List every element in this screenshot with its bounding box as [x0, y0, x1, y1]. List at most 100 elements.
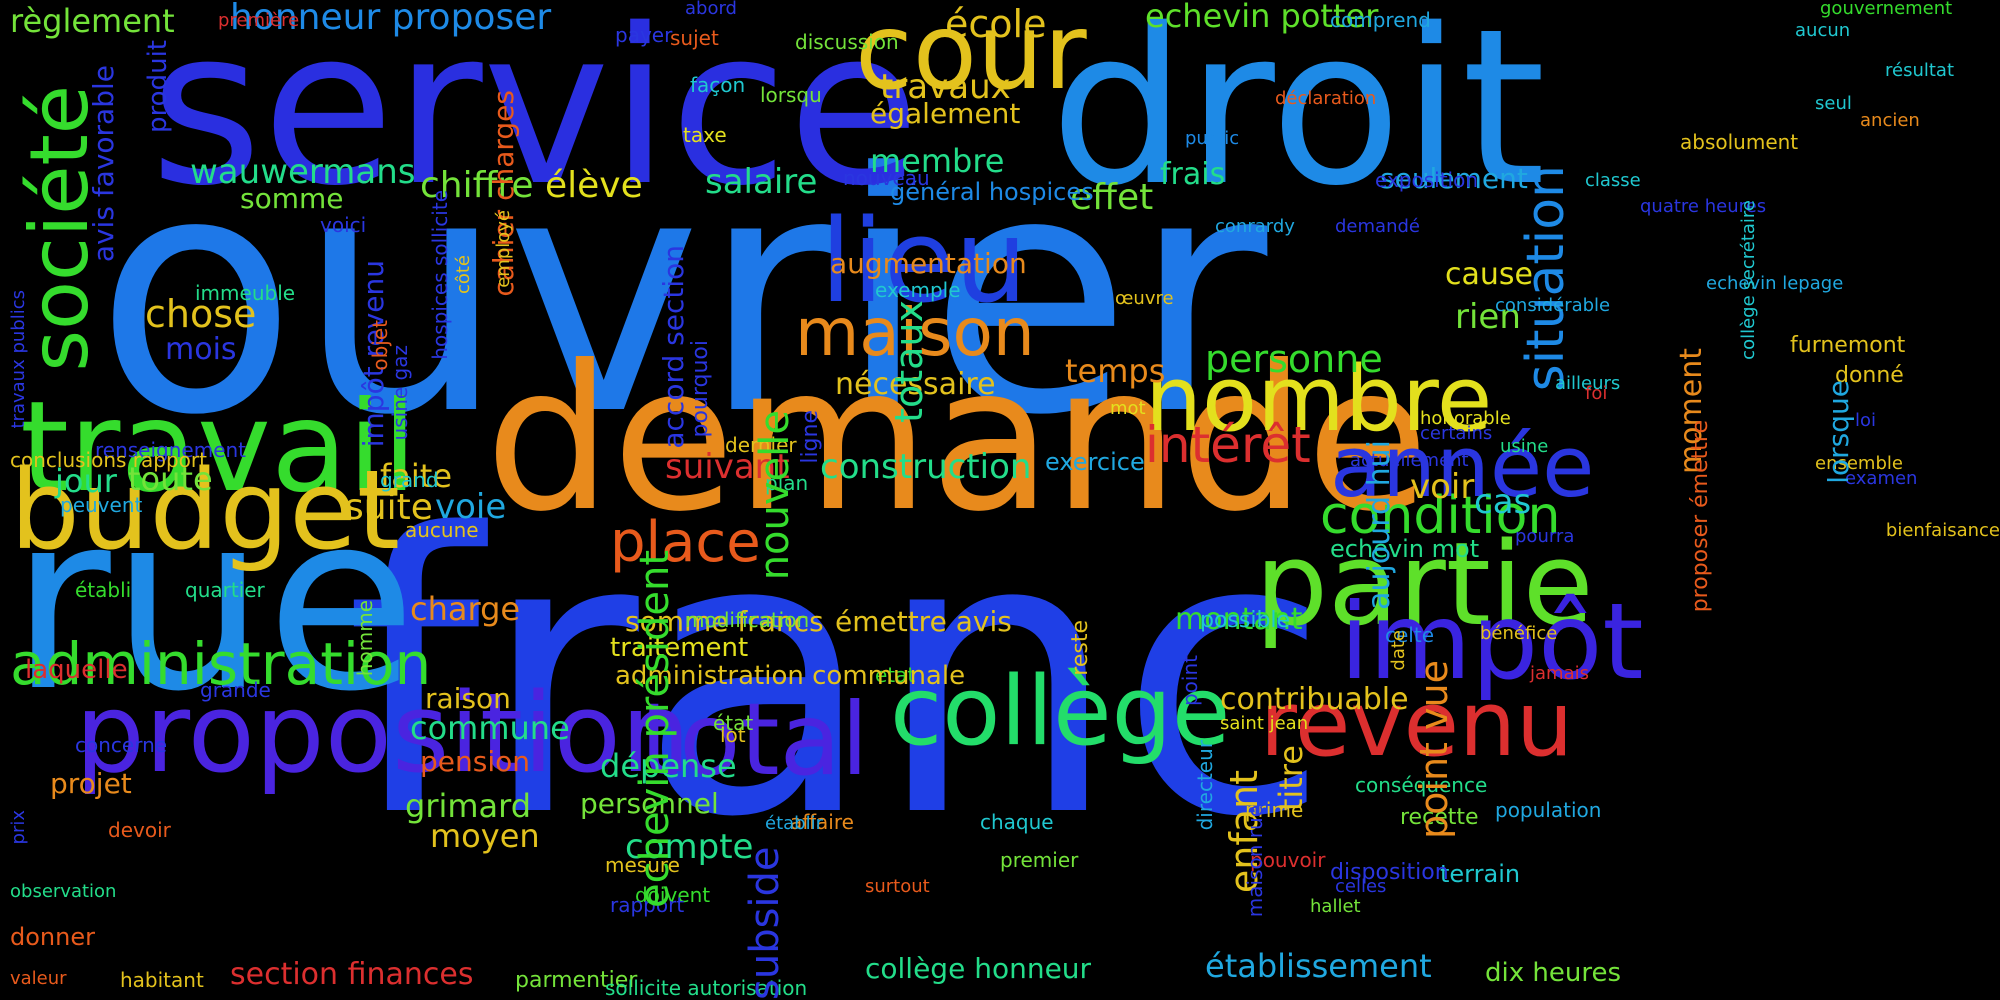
cloud-word-aucune: aucune [405, 518, 479, 542]
cloud-word-public: public [1185, 128, 1240, 149]
cloud-word-examen: examen [1845, 468, 1918, 489]
cloud-word-partie: partie [1255, 518, 1594, 652]
cloud-word-aucun: aucun [1795, 20, 1851, 41]
cloud-word-mesure: mesure [605, 853, 680, 877]
cloud-word-résultat: résultat [1885, 60, 1955, 81]
cloud-word-lorsque: lorsque [1822, 380, 1855, 484]
cloud-word-montant: montant [1175, 602, 1303, 637]
cloud-word-prime: prime [1245, 798, 1304, 822]
cloud-word-service: service [150, 0, 921, 233]
cloud-word-élève: élève [545, 165, 643, 206]
cloud-word-grande: grande [200, 678, 271, 702]
cloud-word-place: place [610, 510, 761, 575]
cloud-word-toute: toute [128, 460, 213, 498]
cloud-word-comprend: comprend [1330, 8, 1431, 32]
cloud-word-modification: modification [685, 608, 810, 632]
cloud-word-aujourd-hui: aujourd hui [1362, 440, 1397, 610]
cloud-word-pension: pension [420, 745, 530, 778]
cloud-word-seulement: seulement [1380, 162, 1528, 195]
cloud-word-usine-gaz: usine gaz [388, 345, 412, 441]
cloud-word-habitant: habitant [120, 968, 204, 992]
cloud-word-somme-francs: somme francs [625, 605, 824, 638]
cloud-word-furnemont: furnemont [1790, 333, 1906, 358]
cloud-word-laquelle: laquelle [25, 655, 128, 685]
cloud-word-conclusions-rapport: conclusions rapport [10, 448, 207, 472]
cloud-word-homme: homme [353, 600, 377, 677]
cloud-word-doivent: doivent [635, 883, 711, 907]
cloud-word-accord-section: accord section [657, 245, 690, 449]
cloud-word-frais: frais [1160, 157, 1226, 192]
cloud-word-charge: charge [410, 590, 521, 628]
cloud-word-lorsqu: lorsqu [760, 83, 822, 107]
cloud-word-exemple: exemple [875, 278, 961, 302]
cloud-word-peuvent: peuvent [60, 493, 143, 517]
cloud-word-personne: personne [1205, 337, 1383, 381]
cloud-word-lot: lot [720, 723, 746, 747]
cloud-word-produit: produit [143, 40, 173, 133]
cloud-word-certains: certains [1420, 423, 1493, 444]
cloud-word-revenu: revenu [1260, 672, 1574, 777]
cloud-word-cas: cas [1474, 482, 1532, 522]
cloud-word-directeur: directeur [1193, 740, 1217, 831]
cloud-word-maison: maison [795, 294, 1035, 371]
cloud-word-point: point [1178, 655, 1202, 707]
cloud-word-renseignement: renseignement [95, 438, 247, 462]
cloud-word-conséquence: conséquence [1355, 773, 1488, 797]
cloud-word-dix-heures: dix heures [1485, 958, 1621, 988]
cloud-word-condition: condition [1320, 486, 1561, 546]
cloud-word-maison-rue: maison rue [1243, 805, 1267, 918]
cloud-word-jamais: jamais [1530, 663, 1589, 684]
cloud-word-wauwermans: wauwermans [190, 152, 416, 192]
cloud-word-émettre-avis: émettre avis [835, 605, 1012, 638]
cloud-word-conrardy: conrardy [1215, 216, 1295, 237]
cloud-word-honorable: honorable [1420, 408, 1511, 429]
cloud-word-ensemble: ensemble [1815, 453, 1903, 474]
cloud-word-nombre: nombre [1145, 347, 1493, 452]
cloud-word-raison: raison [425, 682, 511, 715]
cloud-word-nécessaire: nécessaire [835, 367, 996, 402]
cloud-word-dépense: dépense [600, 747, 737, 785]
cloud-word-sollicite-autorisation: sollicite autorisation [605, 976, 808, 1000]
cloud-word-effet: effet [1070, 177, 1154, 218]
cloud-word-ancien: ancien [1860, 110, 1920, 131]
cloud-word-donné: donné [1835, 363, 1904, 388]
cloud-word-proposition: proposition [75, 669, 691, 797]
cloud-word-administration-communale: administration communale [615, 661, 966, 691]
cloud-word-valeur: valeur [10, 968, 67, 989]
cloud-word-absolument: absolument [1680, 130, 1799, 154]
cloud-word-traitement: traitement [610, 633, 749, 663]
cloud-word-objet: objet [368, 320, 392, 371]
cloud-word-cause: cause [1445, 257, 1533, 292]
cloud-word-collège-secrétaire: collège secrétaire [1738, 200, 1759, 360]
cloud-word-premier: premier [1000, 848, 1079, 872]
cloud-word-rien: rien [1455, 297, 1521, 337]
cloud-word-temps: temps [1065, 352, 1166, 390]
cloud-word-rapport: rapport [610, 893, 685, 917]
cloud-word-travail: travail [20, 375, 418, 520]
cloud-word-voir: voir [1410, 467, 1475, 507]
cloud-word-mois: mois [165, 332, 237, 367]
cloud-word-employé: employé [493, 210, 514, 288]
cloud-word-collège-honneur: collège honneur [865, 952, 1092, 985]
cloud-word-donner: donner [10, 923, 95, 951]
cloud-word-loi: loi [1855, 410, 1877, 431]
cloud-word-compte: compte [625, 827, 754, 867]
cloud-word-œuvre: œuvre [1115, 288, 1174, 309]
cloud-word-demandé: demandé [1335, 216, 1420, 237]
cloud-word-construction: construction [820, 447, 1032, 487]
cloud-word-payer: payer [615, 23, 673, 47]
cloud-word-chose: chose [145, 292, 257, 336]
cloud-word-echevin-président: echevin président [632, 550, 678, 908]
cloud-word-hospices-sollicite: hospices sollicite [428, 190, 452, 360]
cloud-word-hallet: hallet [1310, 896, 1361, 917]
cloud-word-règlement: règlement [10, 2, 175, 40]
cloud-word-suite: suite [345, 487, 433, 528]
cloud-word-recette: recette [1400, 805, 1479, 830]
cloud-word-gouvernement: gouvernement [1820, 0, 1953, 19]
cloud-word-saint-jean: saint jean [1220, 713, 1309, 734]
cloud-word-personnel: personnel [580, 787, 719, 820]
cloud-word-echevin-lepage: echevin lepage [1706, 273, 1844, 294]
cloud-word-observation: observation [10, 881, 117, 902]
cloud-word-bénéfice: bénéfice [1480, 623, 1558, 644]
cloud-word-grimard: grimard [405, 787, 532, 825]
